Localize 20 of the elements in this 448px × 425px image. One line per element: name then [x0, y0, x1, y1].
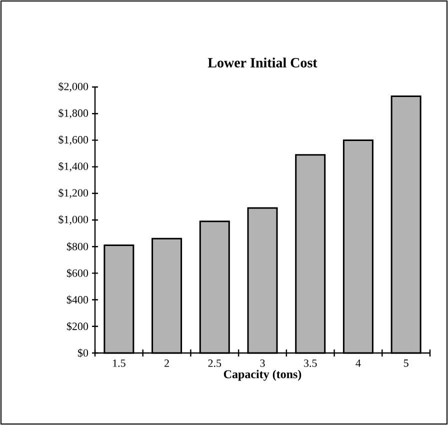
y-tick-label: $1,600	[58, 135, 88, 146]
y-tick-label: $400	[66, 295, 88, 304]
y-tick-label: $800	[66, 242, 88, 251]
chart-title: Lower Initial Cost	[208, 58, 318, 68]
x-tick-label: 4	[356, 360, 361, 367]
x-tick-label: 5	[404, 360, 408, 367]
y-tick-label: $1,400	[58, 162, 88, 172]
y-tick-label: $1,000	[58, 215, 88, 225]
y-tick-label: $1,800	[58, 108, 88, 118]
x-tick-label: 1.5	[113, 360, 126, 367]
y-tick-label: $200	[66, 322, 88, 331]
y-tick-label: $0	[78, 348, 88, 358]
x-tick-label: 3.5	[304, 360, 317, 367]
y-tick-label: $600	[66, 268, 88, 278]
x-tick-label: 3	[260, 360, 265, 367]
y-tick-label: $1,200	[58, 188, 88, 198]
x-tick-label: 2.5	[208, 360, 222, 367]
x-tick-label: 2	[164, 360, 169, 367]
y-tick-label: $2,000	[58, 82, 88, 92]
x-axis-title: Capacity (tons)	[224, 370, 302, 381]
